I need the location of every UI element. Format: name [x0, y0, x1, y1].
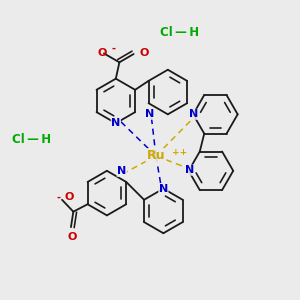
- Text: O: O: [98, 48, 107, 59]
- Text: O: O: [67, 232, 76, 242]
- Text: N: N: [185, 165, 195, 175]
- Text: O: O: [64, 192, 74, 203]
- Text: Cl — H: Cl — H: [11, 133, 51, 146]
- Text: N: N: [117, 167, 126, 176]
- Text: Ru: Ru: [147, 149, 165, 162]
- Text: ++: ++: [172, 148, 188, 158]
- Text: -: -: [57, 192, 61, 203]
- Text: N: N: [145, 109, 154, 119]
- Text: N: N: [111, 118, 120, 128]
- Text: Cl — H: Cl — H: [160, 26, 199, 39]
- Text: -: -: [111, 44, 116, 54]
- Text: N: N: [159, 184, 168, 194]
- Text: O: O: [139, 47, 148, 58]
- Text: N: N: [189, 109, 199, 119]
